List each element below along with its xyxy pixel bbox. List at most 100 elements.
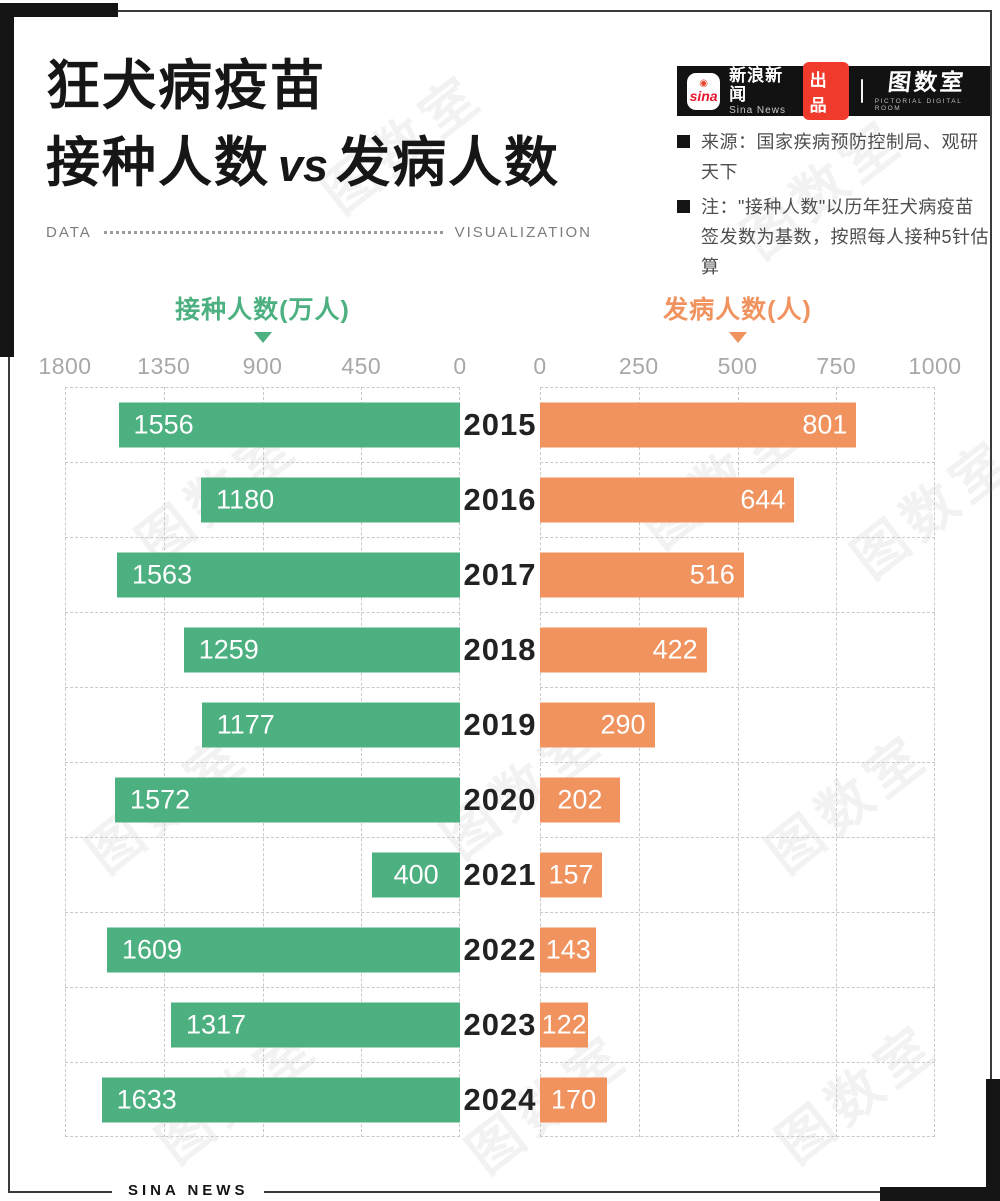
cases-value: 801 [802, 409, 848, 439]
grid-line [540, 612, 935, 613]
cases-bar: 157 [540, 852, 602, 897]
chart-row: 1563 2017 516 [65, 537, 935, 612]
year-label: 2024 [463, 1081, 537, 1117]
cases-cell: 157 [540, 837, 935, 912]
corner-accent-bottom-right [880, 1187, 1000, 1201]
cases-value: 122 [541, 1009, 587, 1039]
sina-name-cn: 新浪新闻 [729, 65, 784, 105]
grid-line [540, 1062, 935, 1063]
right-grid [540, 387, 935, 1137]
vs-label: vs [278, 140, 329, 191]
chart-row: 400 2021 157 [65, 837, 935, 912]
grid-line [540, 1136, 935, 1137]
grid-line [540, 837, 935, 838]
chart-row: 1572 2020 202 [65, 762, 935, 837]
cases-bar: 290 [540, 702, 655, 747]
year-label: 2018 [463, 631, 537, 667]
vaccination-bar: 1177 [201, 702, 460, 747]
cases-cell: 143 [540, 912, 935, 987]
studio-caption: PICTORIAL DIGITAL ROOM [874, 97, 963, 112]
vaccination-value: 1609 [121, 934, 182, 964]
chart-row: 1556 2015 801 [65, 387, 935, 462]
year-cell: 2022 [460, 912, 540, 987]
cases-bar: 422 [540, 627, 707, 672]
data-visualization-divider: DATA VISUALIZATION [46, 224, 592, 241]
cases-cell: 170 [540, 1062, 935, 1137]
brand-divider [860, 79, 863, 103]
cases-bar: 202 [540, 777, 620, 822]
sina-name-block: 新浪新闻 Sina News [729, 66, 794, 117]
year-cell: 2023 [460, 987, 540, 1062]
corner-accent-top-left [0, 3, 118, 17]
cases-cell: 290 [540, 687, 935, 762]
vaccination-value: 1633 [116, 1084, 177, 1114]
cases-value: 516 [689, 559, 735, 589]
axis-tick-label: 250 [618, 353, 659, 379]
cases-value: 644 [740, 484, 786, 514]
axis-tick-label: 0 [533, 353, 547, 379]
grid-line [65, 1062, 460, 1063]
year-cell: 2015 [460, 387, 540, 462]
down-triangle-icon [728, 332, 747, 343]
down-triangle-icon [253, 332, 272, 343]
vaccination-value: 1180 [216, 484, 275, 514]
axis-tick-label: 450 [341, 353, 382, 379]
year-cell: 2019 [460, 687, 540, 762]
brand-bar: ◉ sina 新浪新闻 Sina News 出品 图数室 PICTORIAL D… [677, 62, 990, 120]
grid-line [540, 462, 935, 463]
cases-value: 202 [557, 784, 603, 814]
year-label: 2020 [463, 781, 537, 817]
vaccination-bar: 1317 [171, 1002, 460, 1047]
chupin-badge: 出品 [802, 62, 849, 120]
square-bullet-icon [677, 200, 690, 213]
grid-line [540, 762, 935, 763]
vaccination-value: 1177 [216, 709, 275, 739]
grid-line [540, 687, 935, 688]
axis-tick-label: 0 [453, 353, 467, 379]
grid-line [540, 387, 935, 388]
axis-tick-label: 1000 [908, 353, 962, 379]
year-label: 2016 [463, 481, 537, 517]
axis-tick-label: 900 [242, 353, 283, 379]
cases-bar: 516 [540, 552, 744, 597]
square-bullet-icon [677, 135, 690, 148]
grid-line [65, 687, 460, 688]
vaccination-value: 1572 [130, 784, 191, 814]
vaccination-value: 1563 [132, 559, 193, 589]
chart-row: 1180 2016 644 [65, 462, 935, 537]
vaccination-value: 1259 [198, 634, 259, 664]
grid-line [65, 912, 460, 913]
studio-logo: 图数室 PICTORIAL DIGITAL ROOM [874, 69, 980, 112]
year-cell: 2016 [460, 462, 540, 537]
vaccination-cell: 1180 [65, 462, 460, 537]
cases-value: 157 [548, 859, 594, 889]
cases-bar: 644 [540, 477, 795, 522]
vaccination-cell: 1556 [65, 387, 460, 462]
sina-name-en: Sina News [729, 104, 786, 116]
dotted-leader [103, 231, 443, 234]
cases-bar: 801 [540, 402, 857, 447]
source-item: 来源：国家疾病预防控制局、观研天下 [677, 127, 991, 187]
year-cell: 2018 [460, 612, 540, 687]
studio-name: 图数室 [887, 69, 968, 96]
notes-block: 来源：国家疾病预防控制局、观研天下 注："接种人数"以历年狂犬病疫苗签发数为基数… [677, 127, 991, 287]
title-line1: 狂犬病疫苗 [46, 56, 326, 116]
vaccination-cell: 1572 [65, 762, 460, 837]
year-cell: 2024 [460, 1062, 540, 1137]
cases-cell: 202 [540, 762, 935, 837]
year-label: 2019 [463, 706, 537, 742]
axis-tick-label: 1800 [38, 353, 92, 379]
chart-row: 1633 2024 170 [65, 1062, 935, 1137]
right-axis-header: 发病人数(人) [540, 290, 935, 343]
cases-bar: 143 [540, 927, 597, 972]
cases-value: 290 [600, 709, 646, 739]
divider-left-label: DATA [46, 224, 92, 241]
axis-tick-label: 750 [816, 353, 857, 379]
vaccination-bar: 1180 [201, 477, 460, 522]
vaccination-bar: 1563 [117, 552, 460, 597]
vaccination-bar: 1609 [106, 927, 460, 972]
vaccination-value: 1556 [133, 409, 194, 439]
vaccination-bar: 1259 [183, 627, 460, 672]
source-text: 来源：国家疾病预防控制局、观研天下 [701, 132, 979, 182]
grid-line [65, 387, 460, 388]
